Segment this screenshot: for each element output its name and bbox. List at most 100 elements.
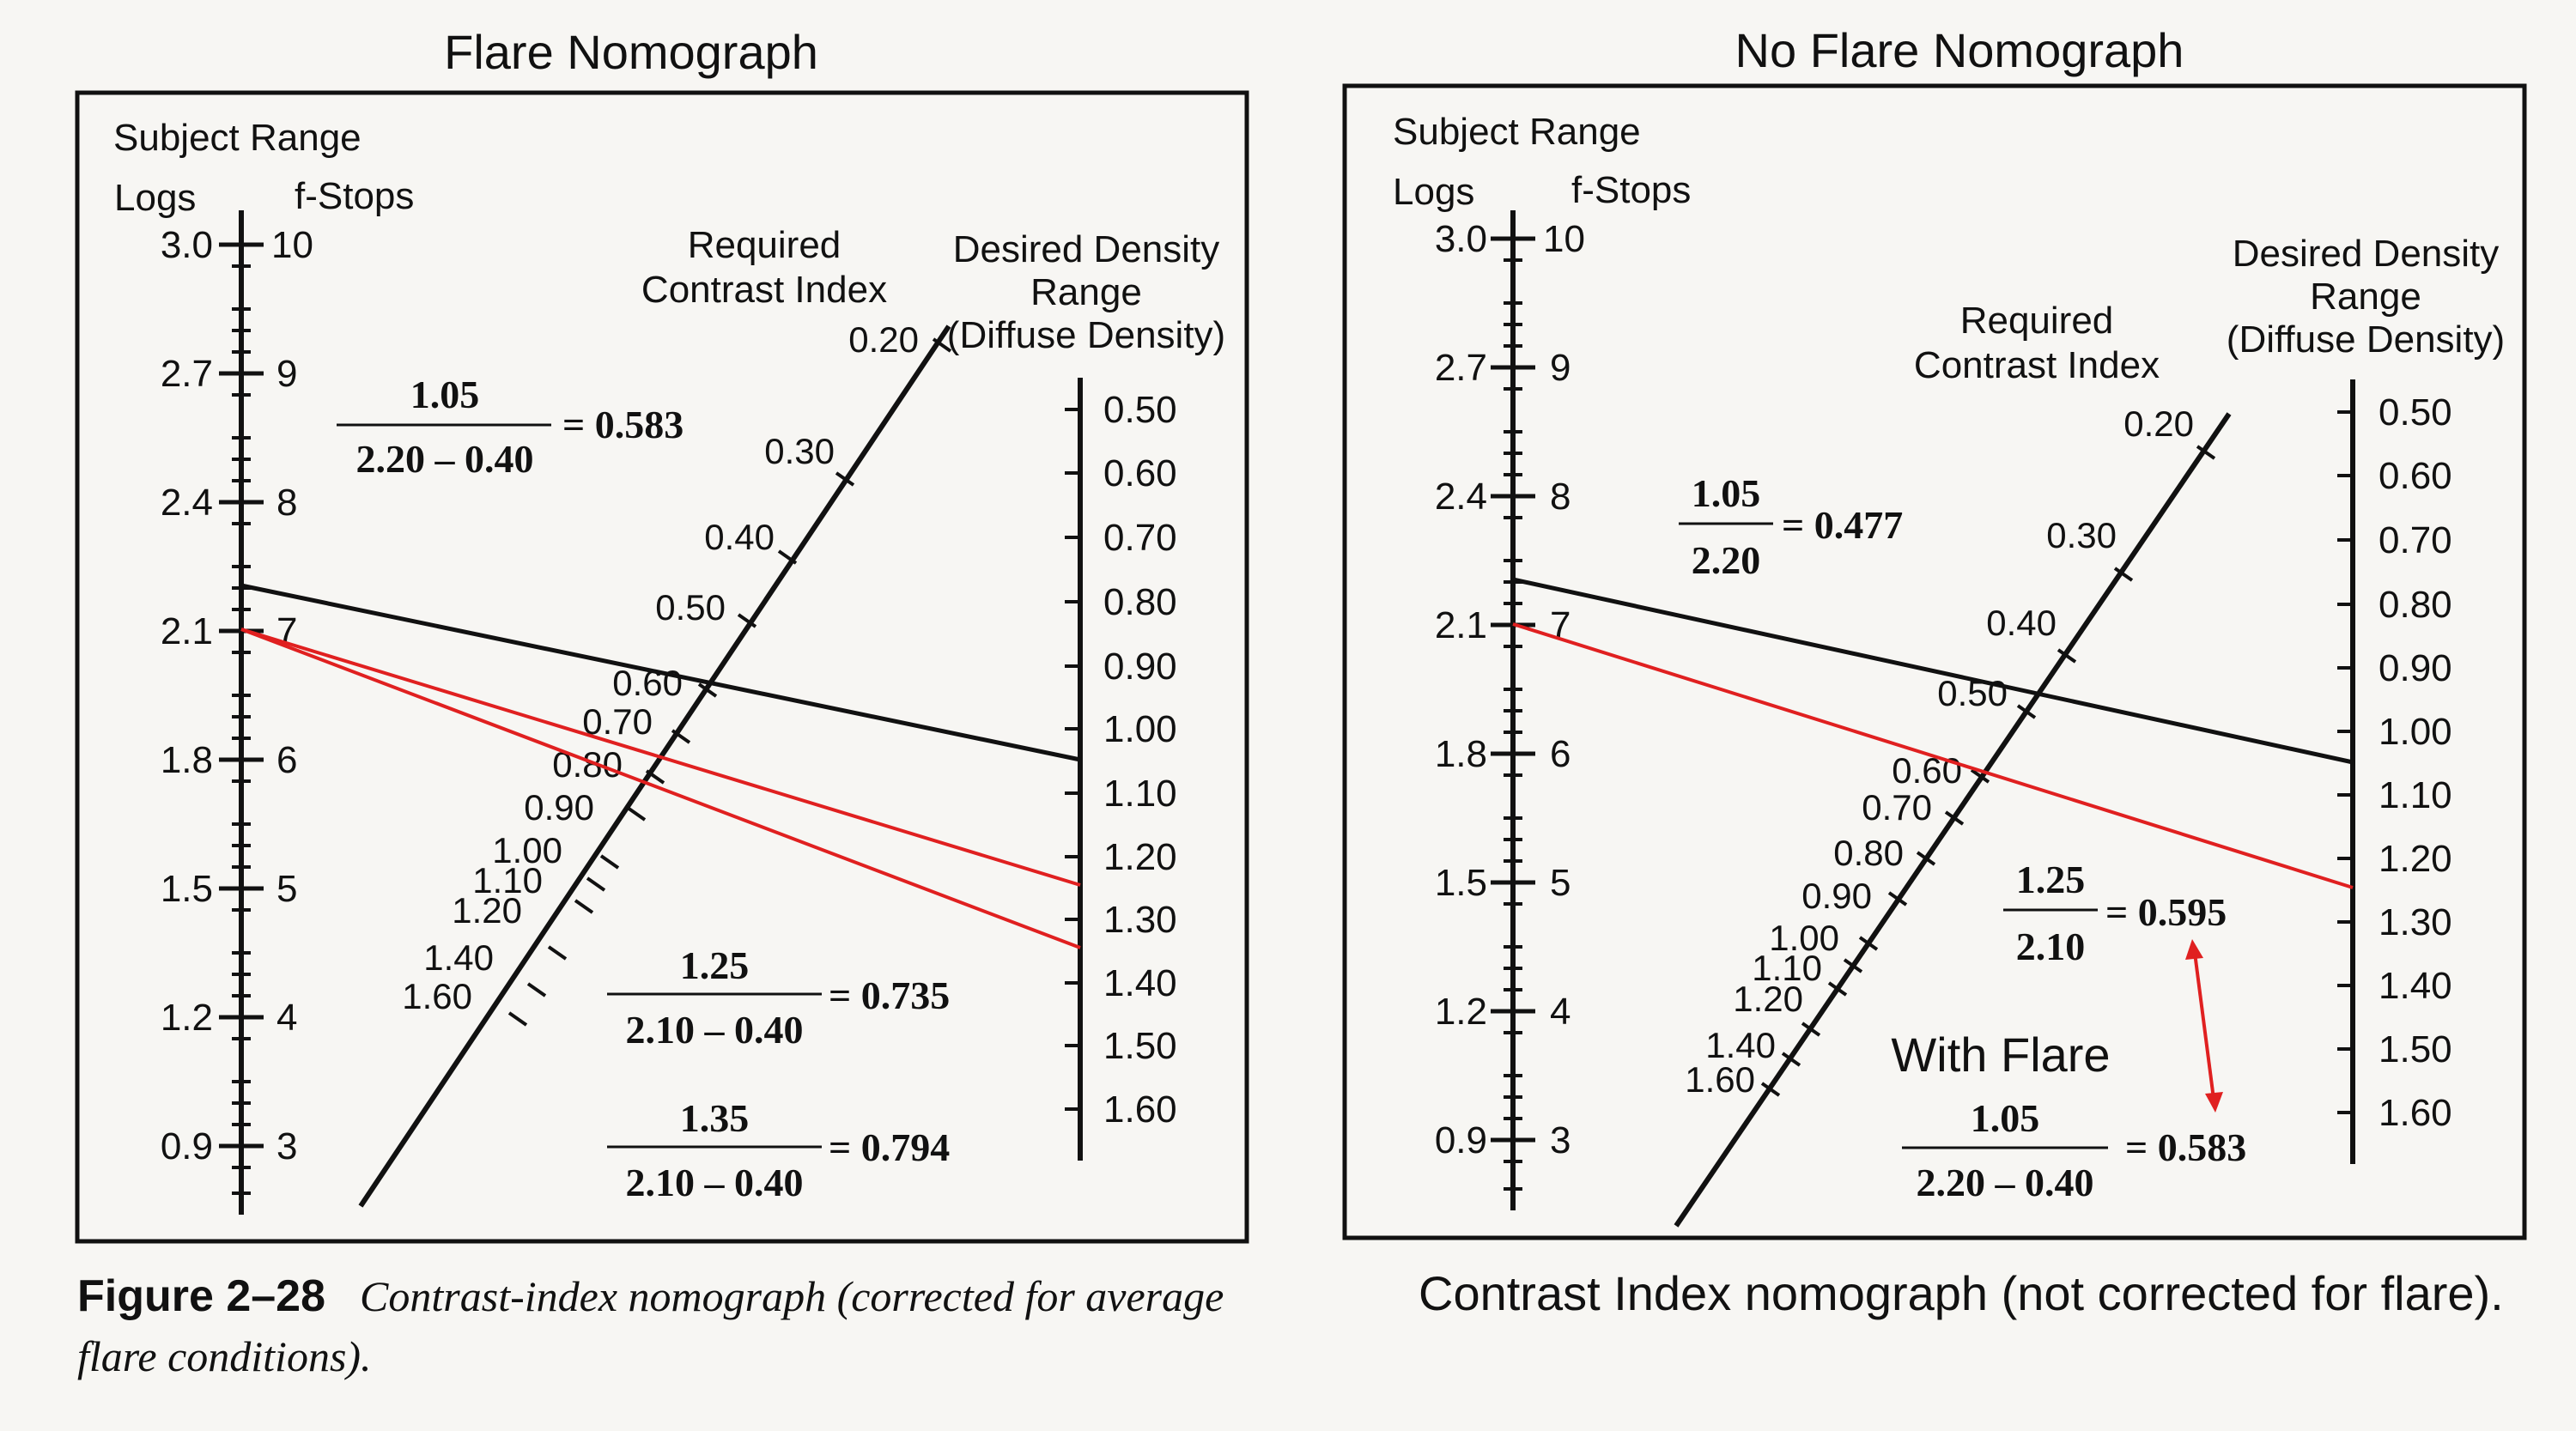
flare-nomograph-panel: Flare Nomograph Subject Range Logs f-Sto… bbox=[75, 25, 1249, 1244]
right-fstops-label: f-Stops bbox=[1571, 169, 1691, 211]
left-fstops-label: f-Stops bbox=[295, 175, 414, 217]
left-black-connector-line bbox=[240, 583, 1081, 762]
formula-numerator: 1.05 bbox=[1692, 471, 1761, 515]
right-density-tick: 0.50 bbox=[2379, 391, 2452, 434]
left-log-tick: 1.5 bbox=[161, 868, 213, 910]
right-ci-tick: 0.90 bbox=[1801, 876, 1872, 916]
right-formula-3: 1.05 2.20 – 0.40 = 0.583 bbox=[1902, 1096, 2246, 1204]
left-red-connector-line-1 bbox=[240, 628, 1081, 887]
formula-result: = 0.735 bbox=[829, 973, 950, 1017]
left-log-tick: 2.1 bbox=[161, 610, 213, 652]
left-log-tick: 0.9 bbox=[161, 1125, 213, 1167]
left-density-tick: 1.20 bbox=[1103, 836, 1177, 878]
right-subject-range-axis: 3.0 2.7 2.4 2.1 1.8 1.5 1.2 0.9 10 9 8 7… bbox=[1435, 210, 1585, 1210]
figure-caption-right: Contrast Index nomograph (not corrected … bbox=[1419, 1266, 2504, 1320]
left-log-tick: 3.0 bbox=[161, 224, 213, 266]
right-density-tick: 0.60 bbox=[2379, 455, 2452, 497]
left-log-tick: 2.7 bbox=[161, 353, 213, 395]
right-formula-2: 1.25 2.10 = 0.595 bbox=[2003, 858, 2227, 968]
right-ci-tick: 1.60 bbox=[1685, 1059, 1755, 1100]
left-fstop-tick: 8 bbox=[276, 482, 297, 524]
formula-numerator: 1.35 bbox=[680, 1096, 750, 1140]
right-fstop-tick: 6 bbox=[1550, 733, 1571, 775]
right-density-header-line2: Range bbox=[2310, 276, 2421, 318]
left-fstop-tick: 6 bbox=[276, 739, 297, 781]
right-log-tick: 2.1 bbox=[1435, 604, 1487, 646]
left-formula-2: 1.25 2.10 – 0.40 = 0.735 bbox=[607, 943, 950, 1052]
right-density-tick: 0.90 bbox=[2379, 647, 2452, 689]
figure-number: Figure 2–28 bbox=[77, 1271, 326, 1321]
right-density-tick: 1.10 bbox=[2379, 774, 2452, 816]
left-ci-header-line1: Required bbox=[688, 224, 841, 266]
right-fstop-tick: 10 bbox=[1543, 218, 1585, 260]
formula-denominator: 2.20 – 0.40 bbox=[1917, 1161, 2094, 1204]
left-density-tick: 0.50 bbox=[1103, 389, 1177, 431]
left-subject-range-label: Subject Range bbox=[113, 117, 361, 159]
right-ci-tick: 0.30 bbox=[2046, 515, 2117, 555]
left-density-header-line3: (Diffuse Density) bbox=[947, 314, 1225, 356]
left-fstop-tick: 3 bbox=[276, 1125, 297, 1167]
right-log-tick: 3.0 bbox=[1435, 218, 1487, 260]
right-fstop-tick: 5 bbox=[1550, 862, 1571, 904]
no-flare-nomograph-panel: No Flare Nomograph Subject Range Logs f-… bbox=[1342, 23, 2527, 1240]
formula-result: = 0.794 bbox=[829, 1125, 950, 1169]
right-logs-label: Logs bbox=[1393, 171, 1474, 213]
left-title: Flare Nomograph bbox=[444, 25, 818, 79]
left-fstop-tick: 4 bbox=[276, 997, 297, 1039]
right-log-tick: 2.7 bbox=[1435, 347, 1487, 389]
formula-numerator: 1.05 bbox=[410, 373, 480, 416]
left-ci-tick: 0.90 bbox=[524, 787, 594, 828]
left-contrast-index-axis: Required Contrast Index 0.20 0.30 0.40 0… bbox=[358, 224, 952, 1208]
figure-caption-left: Figure 2–28 Contrast-index nomograph (cor… bbox=[77, 1266, 1262, 1386]
formula-numerator: 1.25 bbox=[2016, 858, 2086, 901]
right-density-axis: Desired Density Range (Diffuse Density) … bbox=[2227, 233, 2505, 1164]
left-density-tick: 0.60 bbox=[1103, 452, 1177, 494]
left-density-tick: 0.70 bbox=[1103, 517, 1177, 559]
left-log-tick: 1.8 bbox=[161, 739, 213, 781]
left-density-tick: 1.30 bbox=[1103, 899, 1177, 941]
left-ci-tick: 0.30 bbox=[764, 431, 835, 471]
formula-denominator: 2.20 bbox=[1692, 538, 1761, 582]
left-density-tick: 0.80 bbox=[1103, 581, 1177, 623]
right-ci-tick: 0.80 bbox=[1833, 833, 1904, 873]
left-density-tick: 1.60 bbox=[1103, 1088, 1177, 1131]
left-subject-range-axis: 3.0 2.7 2.4 2.1 1.8 1.5 1.2 0.9 10 9 8 7… bbox=[161, 210, 313, 1215]
right-fstop-tick: 3 bbox=[1550, 1119, 1571, 1161]
figure-caption-text: Contrast-index nomograph (corrected for … bbox=[77, 1272, 1224, 1380]
left-formula-3: 1.35 2.10 – 0.40 = 0.794 bbox=[607, 1096, 950, 1204]
formula-denominator: 2.10 – 0.40 bbox=[626, 1161, 804, 1204]
right-ci-tick: 1.10 bbox=[1752, 948, 1822, 988]
right-ci-tick: 0.40 bbox=[1986, 603, 2057, 643]
left-ci-tick: 1.00 bbox=[492, 830, 562, 870]
formula-numerator: 1.25 bbox=[680, 943, 750, 987]
with-flare-label: With Flare bbox=[1891, 1028, 2110, 1082]
right-ci-tick: 1.00 bbox=[1769, 918, 1839, 958]
left-density-tick: 1.10 bbox=[1103, 773, 1177, 815]
right-frame bbox=[1342, 83, 2527, 1240]
comparison-double-arrow bbox=[2185, 939, 2223, 1113]
left-ci-tick: 1.40 bbox=[423, 937, 494, 978]
right-log-tick: 1.5 bbox=[1435, 862, 1487, 904]
left-density-tick: 0.90 bbox=[1103, 646, 1177, 688]
left-ci-tick: 1.20 bbox=[452, 890, 522, 931]
left-log-tick: 2.4 bbox=[161, 482, 213, 524]
right-density-header-line1: Desired Density bbox=[2233, 233, 2500, 275]
left-ci-tick: 0.20 bbox=[848, 319, 919, 360]
right-ci-tick: 1.20 bbox=[1733, 979, 1803, 1019]
right-fstop-tick: 8 bbox=[1550, 476, 1571, 518]
formula-numerator: 1.05 bbox=[1971, 1096, 2040, 1140]
left-density-header-line1: Desired Density bbox=[953, 228, 1220, 270]
left-fstop-tick: 9 bbox=[276, 353, 297, 395]
right-contrast-index-axis: Required Contrast Index 0.20 0.30 0.40 0… bbox=[1674, 300, 2232, 1228]
right-ci-header-line2: Contrast Index bbox=[1914, 344, 2160, 386]
formula-result: = 0.583 bbox=[562, 403, 683, 446]
left-density-header-line2: Range bbox=[1030, 271, 1142, 313]
left-ci-tick: 0.50 bbox=[655, 587, 726, 628]
right-density-tick: 1.30 bbox=[2379, 901, 2452, 943]
right-density-tick: 1.40 bbox=[2379, 965, 2452, 1007]
right-fstop-tick: 4 bbox=[1550, 991, 1571, 1033]
right-ci-tick: 1.40 bbox=[1705, 1025, 1776, 1065]
left-fstop-tick: 10 bbox=[271, 224, 313, 266]
left-red-connector-line-2 bbox=[240, 628, 1081, 949]
right-ci-tick: 0.70 bbox=[1862, 787, 1932, 828]
